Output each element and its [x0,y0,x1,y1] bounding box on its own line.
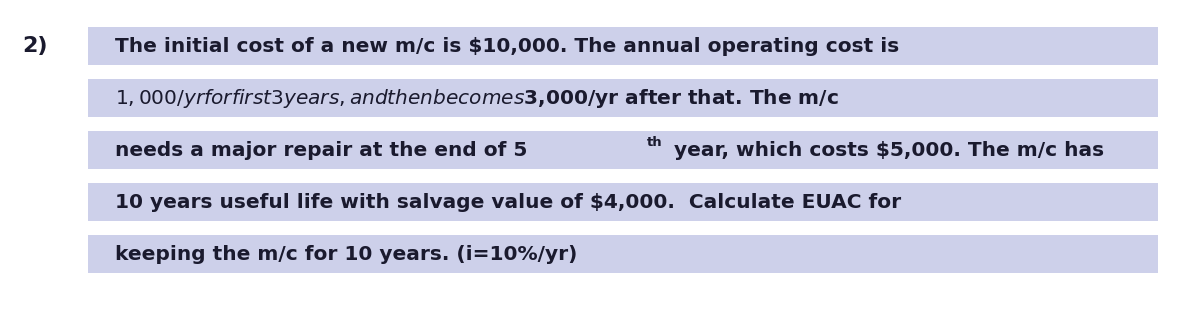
Text: $1,000/yr for first 3 years, and then becomes $3,000/yr after that. The m/c: $1,000/yr for first 3 years, and then be… [115,86,839,109]
FancyBboxPatch shape [88,27,1158,65]
Text: th: th [647,137,662,150]
Text: year, which costs $5,000. The m/c has: year, which costs $5,000. The m/c has [667,140,1104,160]
Text: 2): 2) [22,36,48,56]
Text: needs a major repair at the end of 5: needs a major repair at the end of 5 [115,140,527,160]
FancyBboxPatch shape [88,131,1158,169]
Text: keeping the m/c for 10 years. (i=10%/yr): keeping the m/c for 10 years. (i=10%/yr) [115,244,577,263]
Text: 10 years useful life with salvage value of $4,000.  Calculate EUAC for: 10 years useful life with salvage value … [115,192,901,211]
Text: The initial cost of a new m/c is $10,000. The annual operating cost is: The initial cost of a new m/c is $10,000… [115,36,899,56]
FancyBboxPatch shape [88,79,1158,117]
FancyBboxPatch shape [88,235,1158,273]
FancyBboxPatch shape [88,183,1158,221]
